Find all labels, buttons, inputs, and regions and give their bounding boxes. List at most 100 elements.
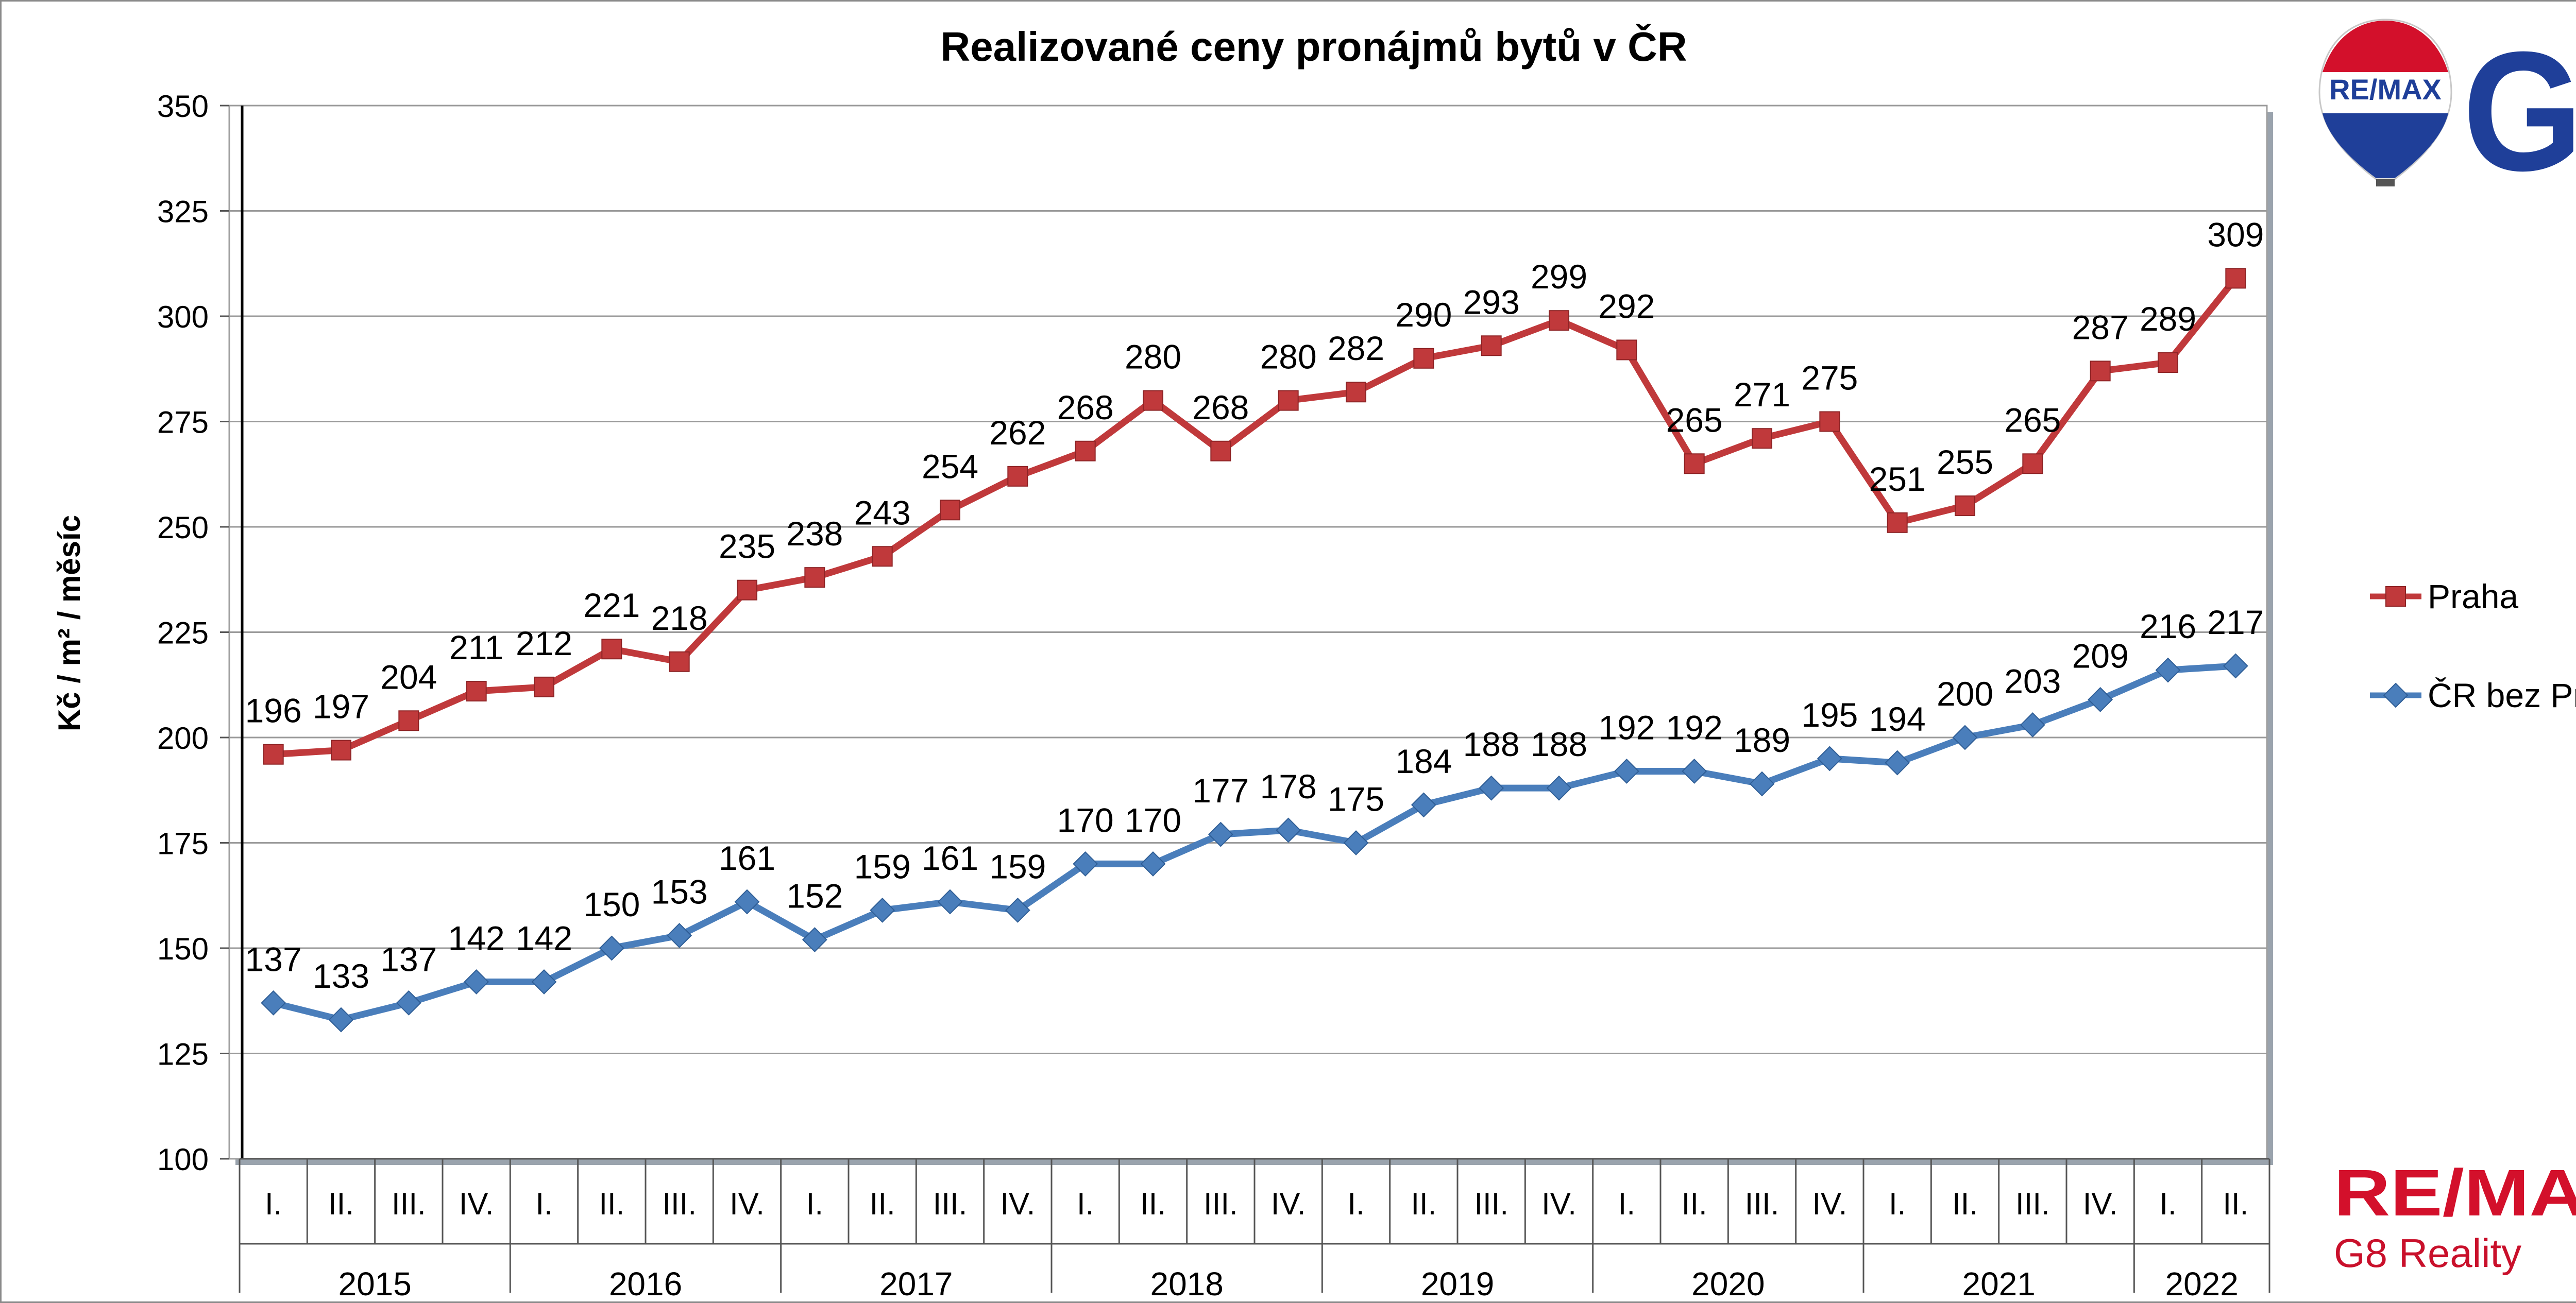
data-point-cr-bez-prahy (1073, 851, 1098, 877)
data-point-cr-bez-prahy (937, 889, 963, 915)
data-label-praha: 289 (2140, 300, 2196, 338)
x-quarter-label: IV. (1271, 1187, 1306, 1221)
data-label-cr-bez-prahy: 194 (1869, 700, 1926, 738)
x-quarter-label: IV. (1812, 1187, 1847, 1221)
series-layer: 196 197 204 211 212 221 218 235 238 243 254 262 268 2… (245, 215, 2264, 1033)
data-label-praha: 280 (1125, 338, 1181, 376)
data-label-praha: 309 (2207, 215, 2264, 253)
g8-brand-text: G8 (2463, 16, 2576, 191)
data-point-praha (1413, 348, 1434, 369)
x-quarter-label: II. (1411, 1187, 1436, 1221)
data-label-cr-bez-prahy: 170 (1057, 801, 1114, 839)
x-quarter-label: III. (392, 1187, 426, 1221)
data-point-cr-bez-prahy (531, 969, 557, 995)
x-quarter-label: I. (265, 1187, 282, 1221)
data-point-cr-bez-prahy (1343, 830, 1369, 855)
x-quarter-label: I. (1077, 1187, 1094, 1221)
data-label-cr-bez-prahy: 137 (380, 940, 437, 978)
data-label-cr-bez-prahy: 142 (448, 919, 505, 957)
data-label-cr-bez-prahy: 184 (1395, 742, 1452, 780)
data-point-cr-bez-prahy (328, 1007, 354, 1033)
x-quarter-label: II. (2223, 1187, 2248, 1221)
data-label-cr-bez-prahy: 188 (1531, 725, 1587, 763)
x-quarter-label: I. (1889, 1187, 1906, 1221)
data-point-praha (2225, 268, 2246, 289)
x-year-label: 2018 (1150, 1265, 1223, 1302)
y-tick-label: 175 (157, 827, 209, 861)
data-point-praha (466, 681, 487, 702)
data-label-praha: 211 (449, 628, 503, 666)
x-quarter-label: III. (1745, 1187, 1780, 1221)
data-point-cr-bez-prahy (1952, 725, 1978, 750)
x-quarter-label: II. (1682, 1187, 1707, 1221)
data-label-praha: 221 (583, 586, 640, 624)
data-point-cr-bez-prahy (2088, 687, 2113, 712)
data-point-praha (940, 500, 960, 521)
data-label-praha: 255 (1937, 443, 1993, 481)
x-year-label: 2020 (1691, 1265, 1765, 1302)
data-label-cr-bez-prahy: 192 (1598, 708, 1655, 746)
data-point-cr-bez-prahy (2020, 712, 2045, 738)
data-label-praha: 262 (989, 414, 1046, 452)
data-label-cr-bez-prahy: 177 (1192, 771, 1249, 810)
remax-balloon-text: RE/MAX (2329, 73, 2442, 106)
series-line-cr-bez-prahy (270, 662, 2239, 1023)
data-point-praha (1143, 390, 1163, 411)
data-label-cr-bez-prahy: 152 (786, 877, 843, 915)
data-point-praha (669, 651, 690, 672)
data-label-praha: 265 (2004, 401, 2061, 439)
data-point-cr-bez-prahy (2223, 653, 2248, 679)
data-point-cr-bez-prahy (1885, 750, 1910, 776)
data-point-praha (331, 740, 351, 761)
data-point-cr-bez-prahy (1546, 775, 1572, 801)
x-quarter-label: IV. (459, 1187, 494, 1221)
data-point-praha (601, 639, 622, 660)
data-label-praha: 275 (1801, 359, 1858, 397)
x-quarter-label: II. (599, 1187, 624, 1221)
x-quarter-label: I. (1347, 1187, 1364, 1221)
x-quarter-label: IV. (730, 1187, 765, 1221)
data-label-praha: 218 (651, 599, 708, 637)
data-label-praha: 299 (1531, 258, 1587, 296)
series-line-praha (270, 275, 2239, 758)
data-label-cr-bez-prahy: 200 (1937, 675, 1993, 713)
x-year-label: 2016 (609, 1265, 682, 1302)
chart-title: Realizované ceny pronájmů bytů v ČR (940, 24, 1687, 70)
x-quarter-label: II. (1140, 1187, 1166, 1221)
y-axis-label: Kč / m² / měsíc (52, 515, 87, 731)
data-point-cr-bez-prahy (1276, 817, 1301, 843)
data-label-praha: 238 (786, 515, 843, 553)
y-tick-label: 250 (157, 510, 209, 545)
data-label-cr-bez-prahy: 195 (1801, 696, 1858, 734)
data-point-cr-bez-prahy (1817, 746, 1842, 771)
x-quarter-label: II. (870, 1187, 895, 1221)
plot-area (228, 105, 2273, 1165)
data-label-praha: 290 (1395, 296, 1452, 334)
data-point-cr-bez-prahy (396, 990, 421, 1016)
data-label-cr-bez-prahy: 209 (2072, 637, 2129, 675)
y-tick-label: 225 (157, 616, 209, 650)
data-point-cr-bez-prahy (464, 969, 489, 995)
data-point-praha (1278, 390, 1299, 411)
data-point-cr-bez-prahy (1140, 851, 1166, 877)
data-point-praha (263, 744, 284, 765)
x-year-label: 2015 (338, 1265, 411, 1302)
x-quarter-label: I. (806, 1187, 823, 1221)
data-point-cr-bez-prahy (734, 889, 760, 915)
data-label-praha: 293 (1463, 283, 1520, 321)
data-label-praha: 254 (922, 447, 978, 485)
data-label-cr-bez-prahy: 175 (1328, 780, 1384, 818)
x-quarter-label: III. (1474, 1187, 1509, 1221)
data-point-cr-bez-prahy (1614, 759, 1639, 784)
data-point-cr-bez-prahy (1208, 821, 1233, 847)
series-praha: 196 197 204 211 212 221 218 235 238 243 254 262 268 2… (245, 215, 2264, 765)
data-label-praha: 196 (245, 692, 302, 730)
x-quarter-label: II. (1952, 1187, 1978, 1221)
data-point-praha (1549, 310, 1569, 331)
data-point-cr-bez-prahy (1005, 897, 1030, 923)
series-cr-bez-prahy: 137 133 137 142 142 150 153 161 152 159 161 159 170 1… (245, 603, 2264, 1033)
legend-marker-praha (2385, 586, 2406, 607)
data-label-praha: 287 (2072, 308, 2129, 346)
data-point-praha (1819, 411, 1840, 432)
legend-label-praha: Praha (2428, 577, 2518, 615)
